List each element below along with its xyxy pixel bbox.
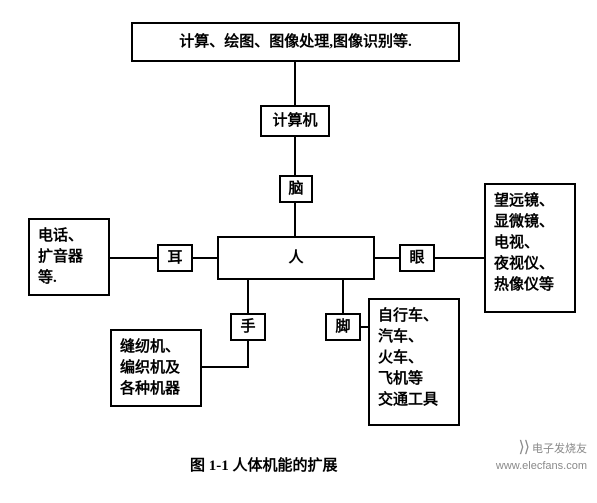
node-phone: 电话、 扩音器 等.: [28, 218, 110, 296]
node-ear-label: 耳: [167, 248, 182, 269]
node-brain: 脑: [279, 175, 313, 203]
node-eye: 眼: [399, 244, 435, 272]
watermark-logo-icon: ⟩⟩: [518, 439, 528, 456]
node-computer: 计算机: [260, 105, 330, 137]
edge-hand-sewing-v: [247, 341, 249, 368]
watermark-brand: 电子发烧友: [532, 443, 587, 455]
watermark-url: www.elecfans.com: [496, 460, 587, 472]
node-human-label: 人: [288, 248, 303, 269]
node-transport: 自行车、 汽车、 火车、 飞机等 交通工具: [368, 298, 460, 426]
watermark: ⟩⟩ 电子发烧友 www.elecfans.com: [496, 438, 587, 473]
node-human: 人: [217, 236, 375, 280]
node-hand: 手: [230, 313, 266, 341]
edge-foot-human: [342, 280, 344, 313]
edge-top-computer: [294, 62, 296, 105]
node-top-label: 计算、绘图、图像处理,图像识别等.: [179, 32, 412, 53]
node-telescope: 望远镜、 显微镜、 电视、 夜视仪、 热像仪等: [484, 183, 576, 313]
edge-eye-human: [375, 257, 399, 259]
node-sewing: 缝纫机、 编织机及 各种机器: [110, 329, 202, 407]
edge-hand-human: [247, 280, 249, 313]
edge-hand-sewing-h: [202, 366, 249, 368]
node-foot-label: 脚: [335, 317, 350, 338]
node-sewing-label: 缝纫机、 编织机及 各种机器: [120, 337, 180, 400]
edge-phone-ear: [110, 257, 157, 259]
node-top: 计算、绘图、图像处理,图像识别等.: [131, 22, 460, 62]
node-transport-label: 自行车、 汽车、 火车、 飞机等 交通工具: [378, 306, 438, 411]
node-telescope-label: 望远镜、 显微镜、 电视、 夜视仪、 热像仪等: [494, 191, 554, 296]
edge-foot-transport: [361, 326, 368, 328]
figure-caption: 图 1-1 人体机能的扩展: [190, 454, 338, 475]
node-foot: 脚: [325, 313, 361, 341]
edge-brain-human: [294, 203, 296, 236]
edge-telescope-eye: [435, 257, 484, 259]
node-hand-label: 手: [240, 317, 255, 338]
edge-ear-human: [193, 257, 217, 259]
node-brain-label: 脑: [288, 179, 303, 200]
node-ear: 耳: [157, 244, 193, 272]
node-phone-label: 电话、 扩音器 等.: [38, 226, 83, 289]
caption-text: 图 1-1 人体机能的扩展: [190, 458, 338, 474]
node-eye-label: 眼: [409, 248, 424, 269]
edge-computer-brain: [294, 137, 296, 175]
node-computer-label: 计算机: [272, 111, 317, 132]
